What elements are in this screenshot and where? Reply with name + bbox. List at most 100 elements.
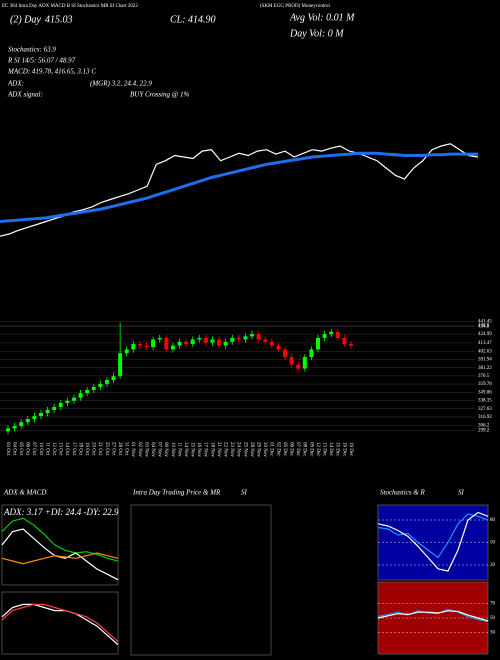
x-tick-label: 28 Oct <box>117 442 122 456</box>
panel-title: SI <box>458 489 465 497</box>
candle-body <box>157 337 162 340</box>
rsi: R SI 14/5: 56.07 / 48.97 <box>7 57 76 65</box>
x-tick-label: 06 Dec <box>288 442 293 457</box>
x-tick-label: 09 Nov <box>163 442 168 457</box>
x-tick-label: 27 Oct <box>110 442 115 456</box>
series-line <box>1 517 119 562</box>
y-tick-label: 80 <box>490 518 496 523</box>
series-line <box>1 552 119 565</box>
x-tick-label: 01 Dec <box>269 442 274 457</box>
x-tick-label: 14 Nov <box>183 442 188 457</box>
panel <box>377 504 489 581</box>
x-tick-label: 21 Nov <box>216 442 221 457</box>
candle-body <box>164 337 169 350</box>
series-line <box>377 511 489 572</box>
x-tick-label: 29 Nov <box>256 442 261 457</box>
x-tick-label: 16 Nov <box>196 442 201 457</box>
candle-body <box>151 339 156 348</box>
candle-body <box>32 416 37 420</box>
y-tick-label: 381.22 <box>478 366 492 371</box>
y-tick-label: 316.92 <box>478 415 492 420</box>
x-tick-label: 10 Oct <box>38 442 43 456</box>
y-tick-label: 327.63 <box>478 407 492 412</box>
x-tick-label: 31 Oct <box>124 442 129 456</box>
x-tick-label: 18 Oct <box>77 442 82 456</box>
x-tick-label: 12 Dec <box>315 442 320 457</box>
y-tick-label: 299.2 <box>478 429 490 434</box>
x-tick-label: 04 Nov <box>150 442 155 457</box>
candle-body <box>250 334 255 337</box>
y-tick-label: 441.45 <box>478 320 492 325</box>
candle-body <box>98 383 103 387</box>
panel-title: SI <box>241 489 248 497</box>
candle-body <box>38 413 43 417</box>
candle-body <box>210 339 215 343</box>
y-tick-label: 30 <box>490 631 496 636</box>
candle-body <box>25 419 30 423</box>
candle-body <box>329 331 334 335</box>
candle-body <box>316 337 321 350</box>
x-tick-label: 07 Nov <box>157 442 162 457</box>
candle-body <box>256 334 261 340</box>
y-tick-label: 424.99 <box>478 332 492 337</box>
candle-body <box>342 337 347 345</box>
candle-body <box>217 339 222 346</box>
candle-body <box>45 409 50 414</box>
panel-subtitle: ADX: 3.17 +DI: 24.4 -DY: 22.9 <box>3 507 119 517</box>
x-tick-label: 03 Nov <box>143 442 148 457</box>
series-line <box>377 610 489 622</box>
candle-body <box>144 345 149 348</box>
x-tick-label: 05 Dec <box>282 442 287 457</box>
header-title: EC 384 Intra Day ADX MACD B SI Stochasti… <box>2 4 138 9</box>
x-tick-label: 24 Nov <box>236 442 241 457</box>
x-tick-label: 15 Nov <box>190 442 195 457</box>
candle-body <box>230 337 235 342</box>
x-tick-label: 07 Oct <box>31 442 36 456</box>
candle-body <box>118 353 123 377</box>
candle-body <box>85 390 90 394</box>
day-vol: Day Vol: 0 M <box>289 28 344 39</box>
adx-signal: ADX signal: <box>7 91 43 99</box>
candle-body <box>236 337 241 340</box>
series-line <box>1 603 119 646</box>
series-line <box>1 603 119 643</box>
y-tick-label: 306.2 <box>478 423 490 428</box>
candle-body <box>269 341 274 346</box>
series-line <box>377 513 489 559</box>
candle-body <box>243 336 248 340</box>
x-tick-label: 07 Dec <box>295 442 300 457</box>
close-label: CL: 414.90 <box>170 14 216 25</box>
candle-body <box>91 386 96 391</box>
candle-body <box>203 337 208 343</box>
day-label: (2) Day <box>10 14 41 25</box>
candle-body <box>335 331 340 338</box>
avg-vol: Avg Vol: 0.01 M <box>289 12 355 23</box>
header-stock: (SKM EGG PROD) Moneycontrol <box>260 4 330 9</box>
series-line <box>377 608 489 623</box>
y-tick-label: 413.47 <box>478 341 492 346</box>
y-tick-label: 70 <box>490 602 496 607</box>
candle-body <box>137 344 142 346</box>
candle-body <box>184 341 189 345</box>
candle-body <box>309 349 314 358</box>
candle-body <box>78 393 83 398</box>
y-tick-label: 349.06 <box>478 390 492 395</box>
x-tick-label: 02 Nov <box>137 442 142 457</box>
candle-body <box>283 349 288 358</box>
panel <box>377 581 489 655</box>
x-tick-label: 04 Oct <box>11 442 16 456</box>
x-tick-label: 14 Dec <box>328 442 333 457</box>
y-tick-label: 391.94 <box>478 358 492 363</box>
x-tick-label: 13 Dec <box>321 442 326 457</box>
candle-body <box>131 344 136 350</box>
candle-body <box>58 403 63 407</box>
candle-body <box>71 397 76 401</box>
candle-body <box>104 380 109 384</box>
candle-body <box>52 406 57 410</box>
x-tick-label: 12 Oct <box>51 442 56 456</box>
series-line <box>0 143 479 237</box>
y-tick-label: 338.35 <box>478 399 492 404</box>
candle-body <box>12 426 17 429</box>
adx-values: (MGR) 3.2, 24.4, 22.9 <box>90 80 152 88</box>
